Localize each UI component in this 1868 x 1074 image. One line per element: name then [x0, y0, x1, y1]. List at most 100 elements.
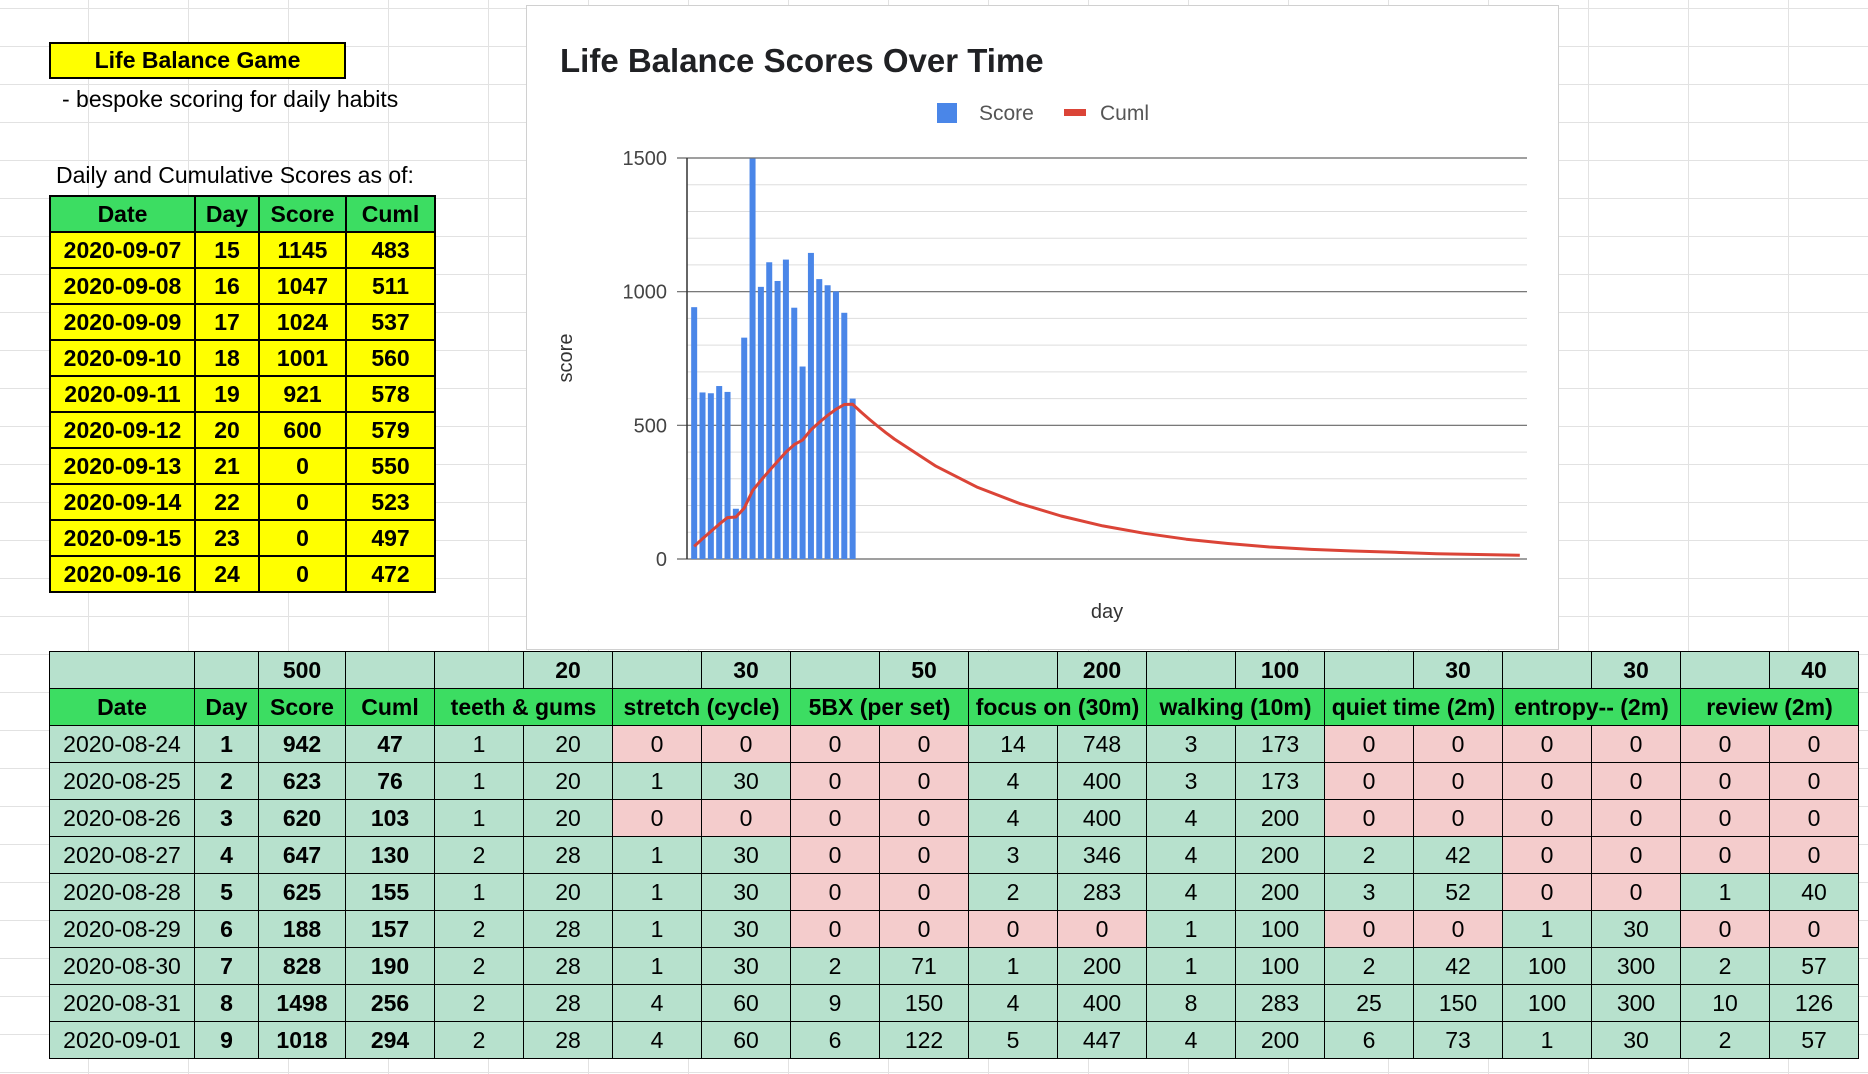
table-cell[interactable]: 2 — [194, 762, 259, 800]
table-cell[interactable]: 620 — [258, 799, 346, 837]
table-cell[interactable]: 0 — [1502, 725, 1592, 763]
table-cell[interactable]: 1 — [612, 910, 702, 948]
table-cell[interactable]: 40 — [1769, 873, 1859, 911]
recent-cell[interactable]: 550 — [345, 447, 436, 485]
table-cell[interactable]: 0 — [790, 836, 880, 874]
table-cell[interactable]: 1 — [1146, 910, 1236, 948]
table-cell[interactable]: 2 — [434, 1021, 524, 1059]
table-cell[interactable]: 3 — [1146, 762, 1236, 800]
table-cell[interactable]: 0 — [1413, 762, 1503, 800]
table-cell[interactable]: 20 — [523, 725, 613, 763]
recent-header-score[interactable]: Score — [258, 195, 347, 233]
table-cell[interactable]: 1 — [434, 799, 524, 837]
table-cell[interactable]: 0 — [1680, 910, 1770, 948]
table-cell[interactable]: 150 — [1413, 984, 1503, 1022]
recent-cell[interactable]: 1047 — [258, 267, 347, 305]
table-cell[interactable]: 30 — [1591, 910, 1681, 948]
recent-cell[interactable]: 2020-09-08 — [49, 267, 196, 305]
table-cell[interactable]: 1 — [434, 873, 524, 911]
table-cell[interactable]: 1 — [612, 762, 702, 800]
recent-cell[interactable]: 600 — [258, 411, 347, 449]
table-cell[interactable]: 173 — [1235, 725, 1325, 763]
table-cell[interactable]: 0 — [701, 725, 791, 763]
table-cell[interactable]: 4 — [194, 836, 259, 874]
table-cell[interactable]: 0 — [879, 910, 969, 948]
table-cell[interactable]: 3 — [968, 836, 1058, 874]
recent-cell[interactable]: 560 — [345, 339, 436, 377]
table-cell[interactable]: 0 — [879, 873, 969, 911]
recent-cell[interactable]: 22 — [194, 483, 260, 521]
score-bar[interactable] — [849, 398, 856, 559]
table-cell[interactable]: 190 — [345, 947, 435, 985]
table-cell[interactable]: 3 — [1146, 725, 1236, 763]
table-cell[interactable]: 4 — [968, 799, 1058, 837]
score-bar[interactable] — [757, 286, 764, 559]
table-cell[interactable]: 625 — [258, 873, 346, 911]
table-cell[interactable]: 0 — [1502, 873, 1592, 911]
score-bar[interactable] — [749, 158, 756, 559]
weight-cell[interactable] — [434, 651, 524, 689]
table-cell[interactable]: 2 — [1324, 836, 1414, 874]
header-cell[interactable]: teeth & gums — [434, 688, 613, 726]
score-bar[interactable] — [824, 285, 831, 559]
table-cell[interactable]: 2020-08-26 — [49, 799, 195, 837]
weight-cell[interactable] — [194, 651, 259, 689]
table-cell[interactable]: 0 — [790, 910, 880, 948]
table-cell[interactable]: 300 — [1591, 984, 1681, 1022]
table-cell[interactable]: 0 — [1324, 725, 1414, 763]
table-cell[interactable]: 0 — [790, 799, 880, 837]
recent-cell[interactable]: 1001 — [258, 339, 347, 377]
score-bar[interactable] — [782, 259, 789, 559]
table-cell[interactable]: 0 — [1769, 910, 1859, 948]
recent-cell[interactable]: 20 — [194, 411, 260, 449]
score-bar[interactable] — [707, 393, 714, 559]
header-cell[interactable]: entropy-- (2m) — [1502, 688, 1681, 726]
table-cell[interactable]: 0 — [1591, 873, 1681, 911]
table-cell[interactable]: 283 — [1057, 873, 1147, 911]
table-cell[interactable]: 30 — [701, 910, 791, 948]
table-cell[interactable]: 20 — [523, 799, 613, 837]
weight-cell[interactable]: 30 — [701, 651, 791, 689]
recent-cell[interactable]: 0 — [258, 519, 347, 557]
table-cell[interactable]: 0 — [1413, 799, 1503, 837]
table-cell[interactable]: 3 — [1324, 873, 1414, 911]
table-cell[interactable]: 283 — [1235, 984, 1325, 1022]
table-cell[interactable]: 1498 — [258, 984, 346, 1022]
table-cell[interactable]: 1 — [194, 725, 259, 763]
table-cell[interactable]: 130 — [345, 836, 435, 874]
weight-cell[interactable] — [1680, 651, 1770, 689]
score-bar[interactable] — [774, 280, 781, 559]
score-bar[interactable] — [832, 291, 839, 559]
recent-cell[interactable]: 472 — [345, 555, 436, 593]
table-cell[interactable]: 30 — [701, 873, 791, 911]
table-cell[interactable]: 4 — [612, 984, 702, 1022]
weight-cell[interactable]: 30 — [1413, 651, 1503, 689]
table-cell[interactable]: 3 — [194, 799, 259, 837]
recent-cell[interactable]: 483 — [345, 231, 436, 269]
table-cell[interactable]: 4 — [968, 984, 1058, 1022]
table-cell[interactable]: 0 — [790, 725, 880, 763]
header-cell[interactable]: Cuml — [345, 688, 435, 726]
table-cell[interactable]: 9 — [790, 984, 880, 1022]
table-cell[interactable]: 0 — [1502, 762, 1592, 800]
table-cell[interactable]: 0 — [1324, 799, 1414, 837]
header-cell[interactable]: Date — [49, 688, 195, 726]
table-cell[interactable]: 100 — [1502, 984, 1592, 1022]
score-bar[interactable] — [691, 307, 698, 559]
table-cell[interactable]: 0 — [790, 873, 880, 911]
weight-cell[interactable]: 40 — [1769, 651, 1859, 689]
table-cell[interactable]: 28 — [523, 836, 613, 874]
table-cell[interactable]: 0 — [701, 799, 791, 837]
header-cell[interactable]: quiet time (2m) — [1324, 688, 1503, 726]
recent-cell[interactable]: 0 — [258, 483, 347, 521]
table-cell[interactable]: 5 — [194, 873, 259, 911]
table-cell[interactable]: 2 — [1680, 947, 1770, 985]
table-cell[interactable]: 2 — [790, 947, 880, 985]
table-cell[interactable]: 400 — [1057, 984, 1147, 1022]
table-cell[interactable]: 10 — [1680, 984, 1770, 1022]
table-cell[interactable]: 2 — [968, 873, 1058, 911]
weight-cell[interactable]: 50 — [879, 651, 969, 689]
table-cell[interactable]: 2020-08-28 — [49, 873, 195, 911]
recent-cell[interactable]: 16 — [194, 267, 260, 305]
table-cell[interactable]: 6 — [194, 910, 259, 948]
